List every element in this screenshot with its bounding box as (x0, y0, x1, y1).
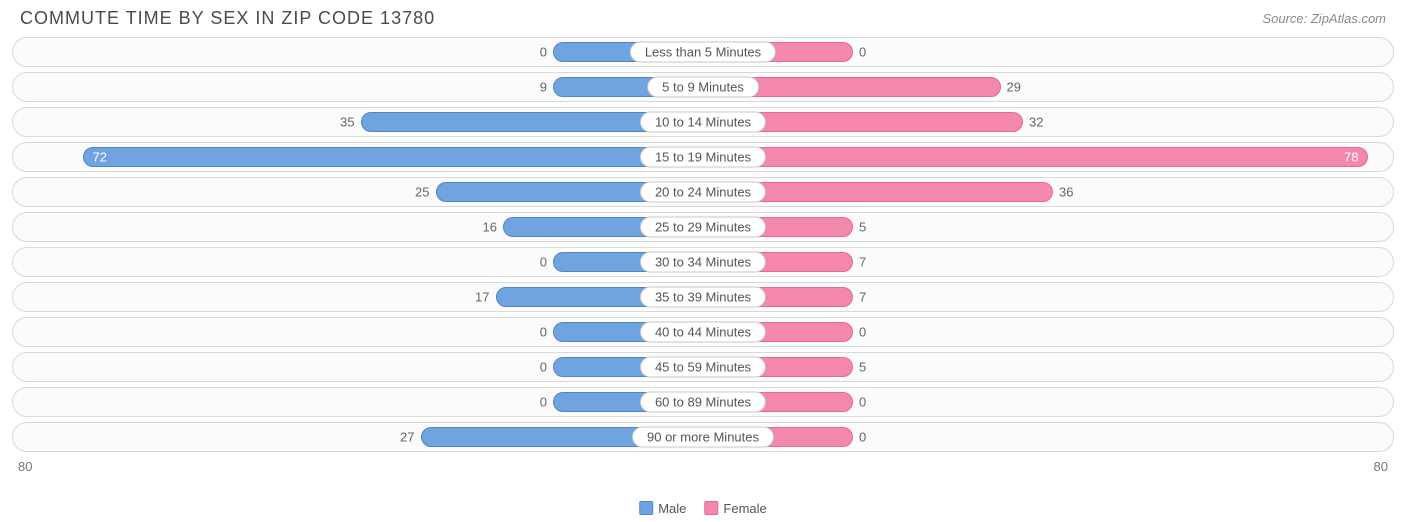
chart-row: 30 to 34 Minutes 0 7 (12, 247, 1394, 277)
category-label: 5 to 9 Minutes (647, 77, 759, 98)
chart-row: 15 to 19 Minutes 72 78 (12, 142, 1394, 172)
bar-male (83, 147, 703, 167)
value-male: 0 (540, 255, 547, 270)
value-male: 17 (475, 290, 489, 305)
value-male: 0 (540, 360, 547, 375)
category-label: 60 to 89 Minutes (640, 392, 766, 413)
category-label: 30 to 34 Minutes (640, 252, 766, 273)
chart-row: 60 to 89 Minutes 0 0 (12, 387, 1394, 417)
category-label: 25 to 29 Minutes (640, 217, 766, 238)
category-label: 45 to 59 Minutes (640, 357, 766, 378)
chart-row: Less than 5 Minutes 0 0 (12, 37, 1394, 67)
value-male: 72 (93, 150, 107, 165)
chart-area: Less than 5 Minutes 0 0 5 to 9 Minutes 9 29 10… (0, 33, 1406, 452)
value-male: 16 (483, 220, 497, 235)
axis-right-max: 80 (1374, 459, 1388, 474)
value-female: 0 (859, 395, 866, 410)
chart-row: 5 to 9 Minutes 9 29 (12, 72, 1394, 102)
chart-row: 25 to 29 Minutes 16 5 (12, 212, 1394, 242)
axis-left-max: 80 (18, 459, 32, 474)
legend-label-female: Female (723, 501, 766, 516)
category-label: 20 to 24 Minutes (640, 182, 766, 203)
value-male: 35 (340, 115, 354, 130)
chart-row: 20 to 24 Minutes 25 36 (12, 177, 1394, 207)
chart-row: 40 to 44 Minutes 0 0 (12, 317, 1394, 347)
value-male: 0 (540, 325, 547, 340)
header: COMMUTE TIME BY SEX IN ZIP CODE 13780 So… (0, 0, 1406, 33)
chart-row: 10 to 14 Minutes 35 32 (12, 107, 1394, 137)
axis-row: 80 80 (0, 457, 1406, 474)
value-male: 0 (540, 395, 547, 410)
chart-row: 35 to 39 Minutes 17 7 (12, 282, 1394, 312)
value-male: 9 (540, 80, 547, 95)
value-female: 5 (859, 360, 866, 375)
value-female: 0 (859, 430, 866, 445)
value-female: 7 (859, 255, 866, 270)
chart-row: 90 or more Minutes 27 0 (12, 422, 1394, 452)
category-label: 40 to 44 Minutes (640, 322, 766, 343)
value-female: 0 (859, 45, 866, 60)
category-label: 90 or more Minutes (632, 427, 774, 448)
value-female: 36 (1059, 185, 1073, 200)
value-female: 5 (859, 220, 866, 235)
swatch-female (704, 501, 718, 515)
chart-row: 45 to 59 Minutes 0 5 (12, 352, 1394, 382)
category-label: 10 to 14 Minutes (640, 112, 766, 133)
value-female: 29 (1007, 80, 1021, 95)
bar-female (703, 147, 1368, 167)
legend-item-male: Male (639, 501, 686, 516)
legend-item-female: Female (704, 501, 766, 516)
value-female: 7 (859, 290, 866, 305)
legend-label-male: Male (658, 501, 686, 516)
value-female: 32 (1029, 115, 1043, 130)
chart-source: Source: ZipAtlas.com (1262, 11, 1386, 26)
value-male: 0 (540, 45, 547, 60)
chart-title: COMMUTE TIME BY SEX IN ZIP CODE 13780 (20, 8, 435, 29)
value-male: 27 (400, 430, 414, 445)
swatch-male (639, 501, 653, 515)
value-female: 78 (1344, 150, 1358, 165)
category-label: 35 to 39 Minutes (640, 287, 766, 308)
value-male: 25 (415, 185, 429, 200)
legend: Male Female (639, 501, 767, 516)
category-label: 15 to 19 Minutes (640, 147, 766, 168)
value-female: 0 (859, 325, 866, 340)
category-label: Less than 5 Minutes (630, 42, 776, 63)
